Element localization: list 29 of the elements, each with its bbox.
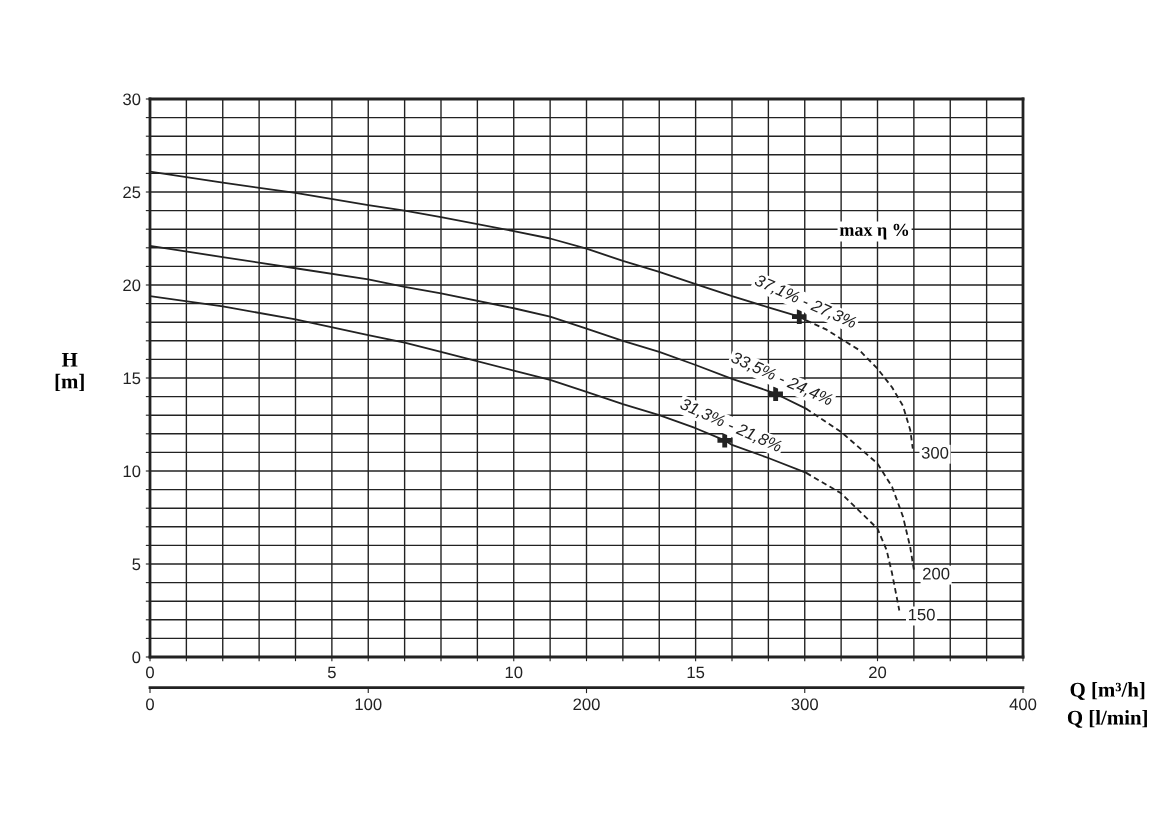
x-tick-label: 5 (327, 666, 336, 679)
x2-axis-title: Q [l/min] (1067, 710, 1147, 728)
x2-tick-label: 0 (146, 698, 154, 711)
x2-tick-label: 200 (573, 698, 600, 711)
y-axis-title: H [m] (55, 352, 84, 392)
series-label: 150 (908, 608, 935, 621)
point (717, 433, 733, 448)
y-tick-label: 25 (123, 186, 141, 199)
y-tick-label: 30 (123, 93, 141, 106)
annotation: 37,1% - 27,3% (753, 273, 858, 331)
x2-tick-label: 300 (791, 698, 818, 711)
x-tick-label: 0 (146, 666, 154, 679)
text: max η % (839, 223, 909, 240)
x2-tick-label: 100 (355, 698, 382, 711)
x-tick-label: 10 (505, 666, 523, 679)
x2-tick-label: 400 (1009, 698, 1037, 711)
x-tick-label: 20 (869, 666, 887, 679)
x-tick-label: 15 (687, 666, 705, 679)
y-tick-label: 5 (132, 558, 141, 571)
point (792, 309, 807, 324)
series-label: 200 (923, 567, 950, 580)
point (768, 386, 783, 402)
y-tick-label: 10 (123, 465, 141, 478)
y-tick-label: 0 (132, 651, 141, 664)
y-tick-label: 20 (123, 279, 141, 292)
x-axis-title: Q [m³/h] (1070, 682, 1145, 700)
series-label: 300 (921, 446, 949, 459)
y-tick-label: 15 (123, 372, 141, 385)
annotation: 31,3% - 21,8% (678, 397, 783, 455)
